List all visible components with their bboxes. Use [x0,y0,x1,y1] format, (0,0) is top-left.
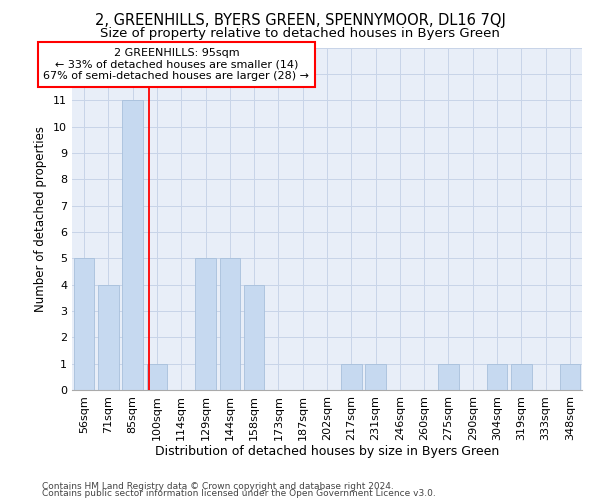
X-axis label: Distribution of detached houses by size in Byers Green: Distribution of detached houses by size … [155,446,499,458]
Bar [195,258,216,390]
Bar [341,364,362,390]
Bar [487,364,508,390]
Text: Size of property relative to detached houses in Byers Green: Size of property relative to detached ho… [100,28,500,40]
Text: Contains public sector information licensed under the Open Government Licence v3: Contains public sector information licen… [42,490,436,498]
Bar [146,364,167,390]
Text: 2, GREENHILLS, BYERS GREEN, SPENNYMOOR, DL16 7QJ: 2, GREENHILLS, BYERS GREEN, SPENNYMOOR, … [95,12,505,28]
Bar [560,364,580,390]
Bar [220,258,240,390]
Bar [365,364,386,390]
Text: Contains HM Land Registry data © Crown copyright and database right 2024.: Contains HM Land Registry data © Crown c… [42,482,394,491]
Y-axis label: Number of detached properties: Number of detached properties [34,126,47,312]
Bar [122,100,143,390]
Bar [98,284,119,390]
Bar [438,364,459,390]
Text: 2 GREENHILLS: 95sqm
← 33% of detached houses are smaller (14)
67% of semi-detach: 2 GREENHILLS: 95sqm ← 33% of detached ho… [43,48,310,81]
Bar [74,258,94,390]
Bar [511,364,532,390]
Bar [244,284,265,390]
